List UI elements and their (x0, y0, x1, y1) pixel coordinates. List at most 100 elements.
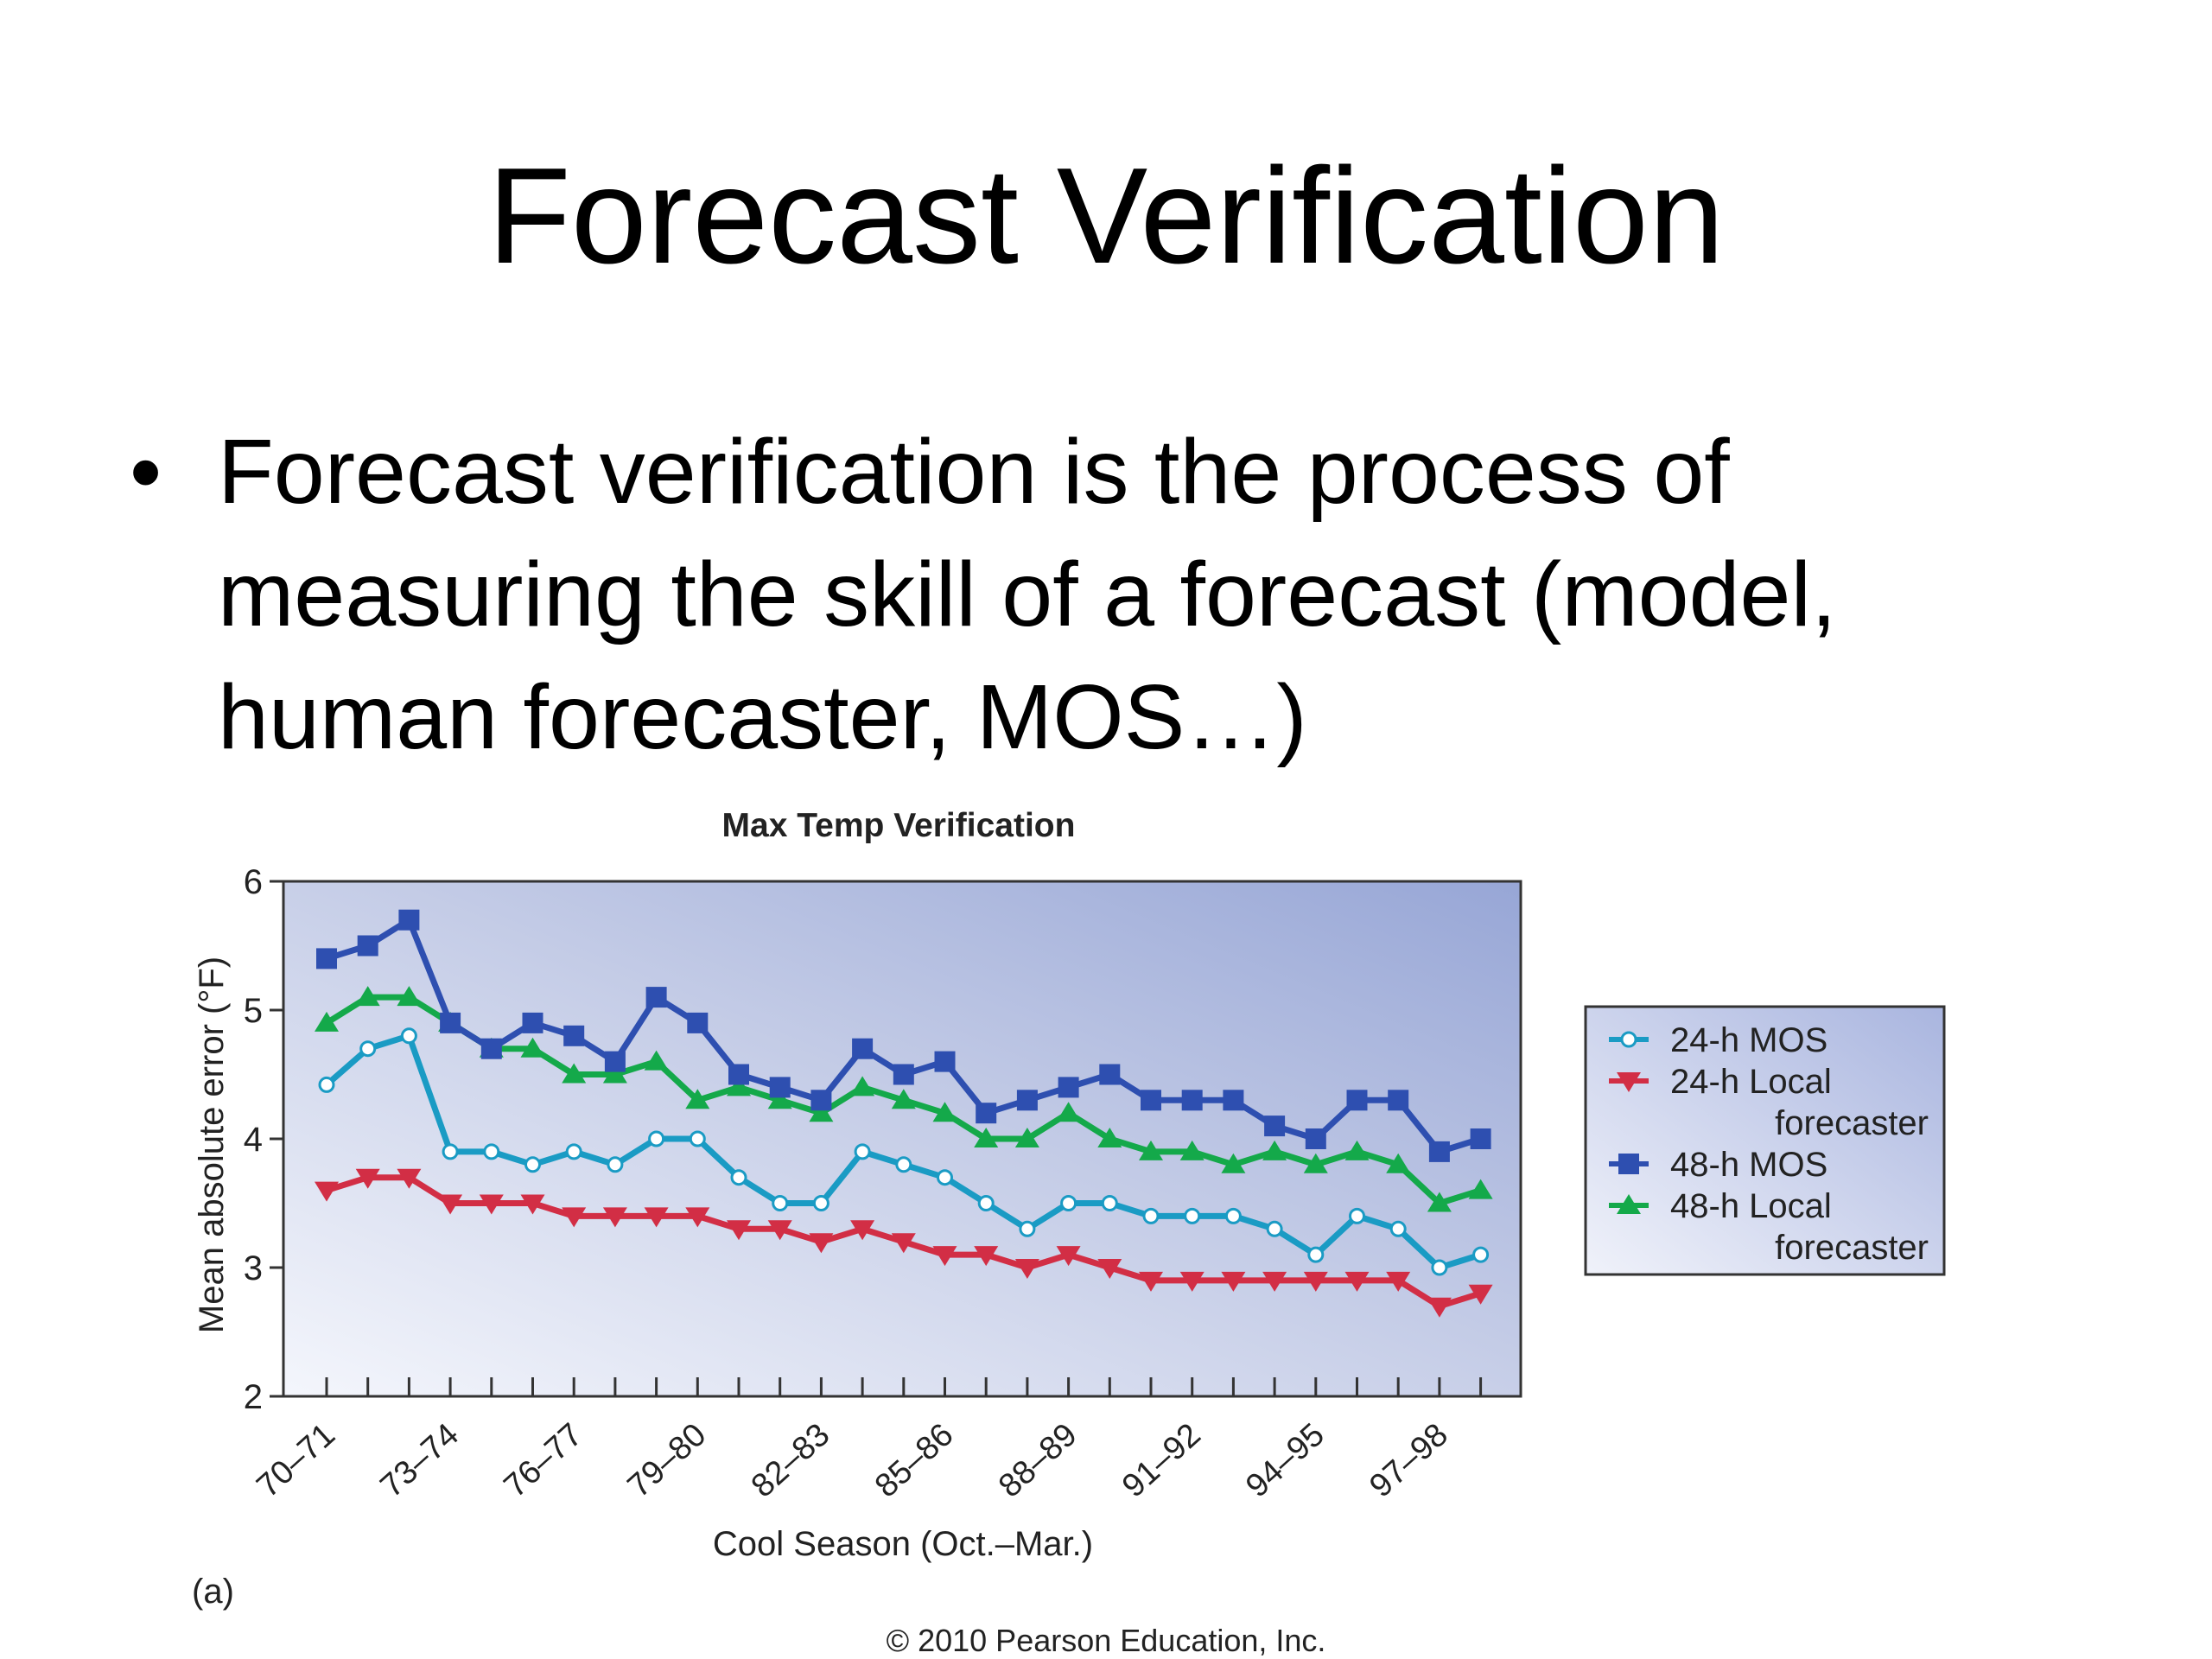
data-point (1056, 1246, 1081, 1267)
data-point (1060, 1195, 1077, 1211)
data-point (977, 1195, 995, 1211)
data-point (1349, 1207, 1365, 1224)
data-point (644, 1207, 669, 1228)
data-point (685, 1207, 710, 1228)
data-point (850, 1076, 875, 1096)
data-point (687, 1012, 709, 1033)
data-point (1221, 1153, 1246, 1173)
data-point (1303, 1153, 1328, 1173)
x-tick-label: 70–71 (250, 1416, 342, 1504)
legend-label: 48-h MOS (1670, 1146, 1827, 1184)
data-point (809, 1233, 834, 1254)
copyright-notice: © 2010 Pearson Education, Inc. (886, 1623, 1326, 1658)
series-24-h-mos (318, 1027, 1490, 1276)
data-point (602, 1063, 627, 1084)
data-point (644, 1050, 669, 1071)
data-point (937, 1169, 953, 1186)
data-point (1470, 1128, 1491, 1149)
data-point (1344, 1271, 1370, 1292)
data-point (1346, 1090, 1368, 1111)
data-point (1427, 1297, 1452, 1318)
data-point (563, 1025, 585, 1046)
data-point (893, 1064, 914, 1085)
data-point (812, 1195, 830, 1211)
data-point (1266, 1220, 1283, 1237)
data-point (1139, 1140, 1163, 1160)
data-point (1221, 1271, 1246, 1292)
data-point (934, 1051, 956, 1072)
series-24-h-local-forecaster (315, 1168, 1493, 1318)
legend-swatch-marker (1617, 1072, 1641, 1092)
legend-label-continued: forecaster (1775, 1229, 1929, 1267)
data-point (891, 1233, 916, 1254)
legend-swatch-marker (1620, 1031, 1637, 1048)
series-48-h-mos (316, 909, 1491, 1162)
x-tick-label: 88–89 (992, 1416, 1084, 1504)
legend-item: 48-h Local forecaster (1609, 1187, 1929, 1267)
data-point (562, 1063, 587, 1084)
data-point (1468, 1179, 1493, 1199)
legend-label: 24-h Local (1670, 1063, 1832, 1101)
y-axis: 2 3 4 5 6 (244, 863, 283, 1416)
data-point (397, 986, 422, 1007)
data-point (1139, 1271, 1163, 1292)
legend-label: 24-h MOS (1670, 1021, 1827, 1059)
data-point (1224, 1207, 1242, 1224)
data-point (1468, 1284, 1493, 1305)
x-tick-label: 82–83 (745, 1416, 837, 1504)
plot-area (282, 880, 1522, 1398)
slide-title: Forecast Verification (487, 140, 1725, 292)
data-point (483, 1143, 500, 1160)
data-point (895, 1156, 912, 1173)
data-point (398, 909, 420, 931)
data-point (852, 1038, 874, 1059)
y-tick-label: 3 (244, 1249, 263, 1287)
series-layer (315, 909, 1493, 1318)
data-point (1016, 1090, 1038, 1111)
data-point (1307, 1246, 1325, 1263)
data-point (522, 1012, 543, 1033)
data-point (1303, 1271, 1328, 1292)
data-point (1019, 1220, 1036, 1237)
data-point (1014, 1259, 1039, 1279)
x-tick-label: 76–77 (498, 1416, 590, 1504)
data-point (1179, 1140, 1205, 1160)
data-point (772, 1195, 789, 1211)
data-point (520, 1194, 545, 1215)
data-point (1388, 1090, 1409, 1111)
data-point (1097, 1259, 1122, 1279)
data-point (318, 1076, 335, 1093)
data-point (1142, 1207, 1160, 1224)
legend-box (1584, 1005, 1946, 1276)
panel-label: (a) (192, 1573, 234, 1611)
data-point (1099, 1064, 1121, 1085)
data-point (727, 1076, 751, 1096)
data-point (767, 1089, 792, 1109)
data-point (602, 1207, 627, 1228)
data-point (480, 1038, 502, 1059)
data-point (315, 1011, 339, 1032)
data-point (1431, 1259, 1448, 1276)
data-point (769, 1077, 791, 1098)
data-point (562, 1207, 587, 1228)
x-tick-label: 79–80 (621, 1416, 714, 1504)
data-point (359, 1040, 377, 1058)
series-48-h-local-forecaster (315, 986, 1493, 1212)
data-point (357, 935, 378, 957)
chart-title: Max Temp Verification (722, 807, 1076, 844)
legend-label-continued: forecaster (1775, 1104, 1929, 1142)
data-point (730, 1169, 747, 1186)
data-point (1428, 1141, 1450, 1162)
data-point (397, 1168, 422, 1189)
data-point (1014, 1128, 1039, 1147)
data-point (1058, 1077, 1079, 1098)
y-axis-label: Mean absolute error (°F) (193, 957, 231, 1333)
data-point (1056, 1102, 1081, 1122)
data-point (1305, 1128, 1326, 1149)
legend-swatch-marker (1617, 1194, 1641, 1214)
data-point (1262, 1140, 1287, 1160)
data-point (442, 1143, 459, 1160)
data-point (974, 1128, 999, 1147)
data-point (316, 948, 337, 969)
